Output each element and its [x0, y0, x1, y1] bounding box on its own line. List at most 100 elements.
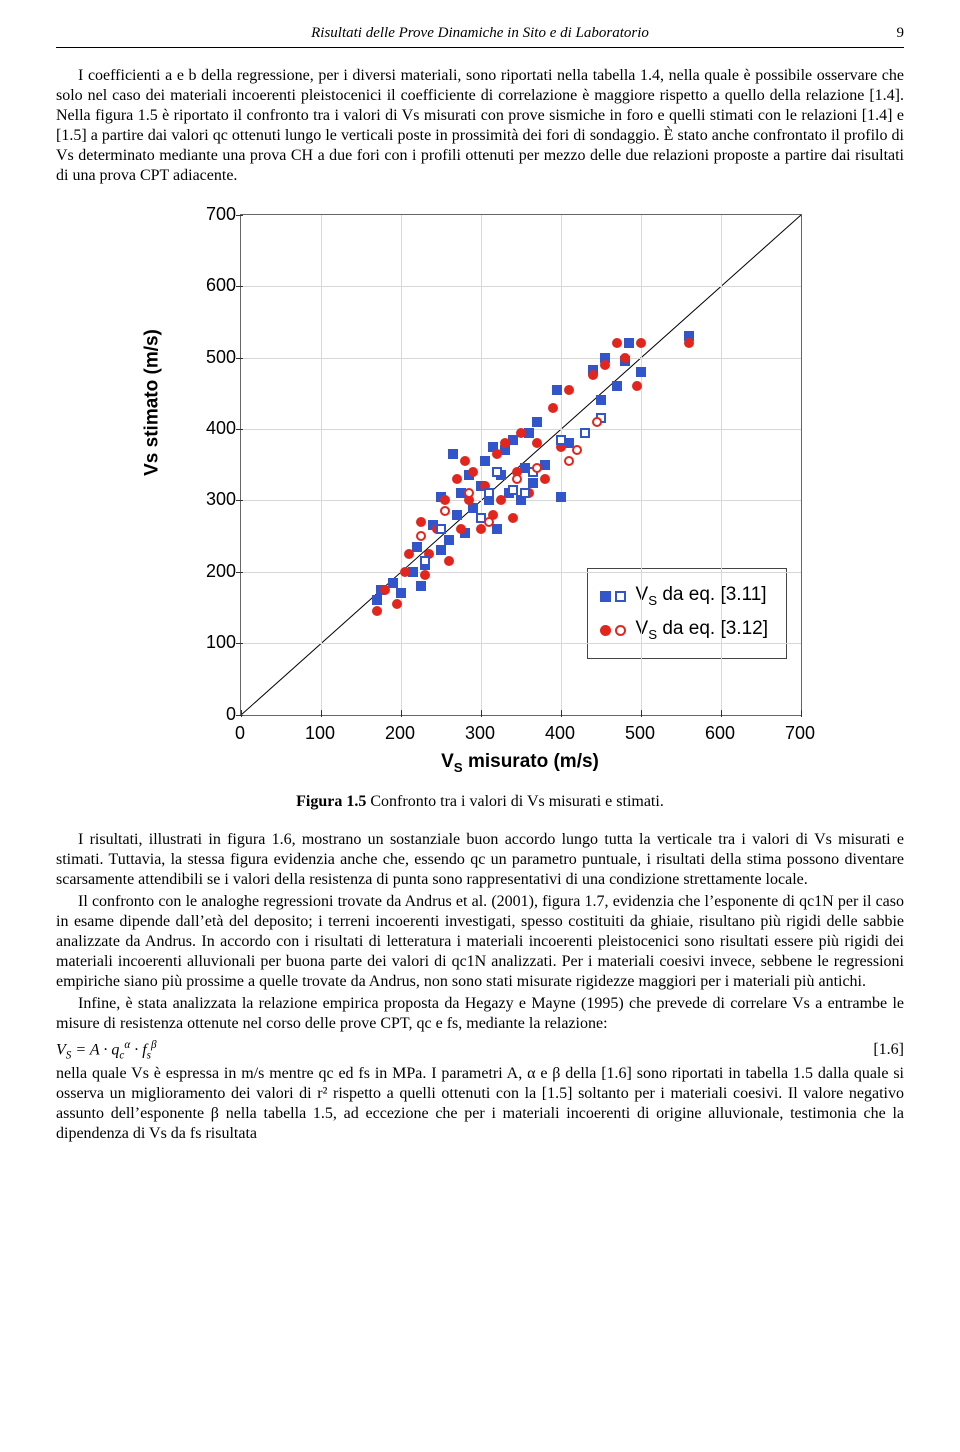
data-point [572, 445, 582, 455]
data-point [436, 545, 446, 555]
x-tick-label: 600 [705, 722, 735, 745]
equation-number: [1.6] [873, 1040, 904, 1060]
data-point [552, 385, 562, 395]
data-point [444, 535, 454, 545]
data-point [416, 581, 426, 591]
figure-1-5: Vs stimato (m/s) VS da eq. [3.11] VS da … [120, 204, 840, 784]
data-point [600, 360, 610, 370]
data-point [404, 549, 414, 559]
equation-body: VS = A · qcα · fsβ [56, 1038, 157, 1063]
y-tick-label: 500 [194, 345, 236, 368]
legend-label: VS da eq. [3.12] [636, 617, 768, 643]
square-open-icon [615, 591, 626, 602]
data-point [532, 463, 542, 473]
data-point [416, 531, 426, 541]
paragraph-2: I risultati, illustrati in figura 1.6, m… [56, 830, 904, 890]
square-fill-icon [600, 591, 611, 602]
equation: VS = A · qcα · fsβ [1.6] [56, 1036, 904, 1065]
data-point [484, 488, 494, 498]
data-point [444, 556, 454, 566]
y-axis-title: Vs stimato (m/s) [140, 329, 164, 476]
data-point [492, 467, 502, 477]
data-point [556, 435, 566, 445]
x-tick-label: 100 [305, 722, 335, 745]
data-point [400, 567, 410, 577]
data-point [468, 467, 478, 477]
data-point [452, 510, 462, 520]
data-point [564, 385, 574, 395]
running-header: Risultati delle Prove Dinamiche in Sito … [56, 24, 904, 48]
legend-item: VS da eq. [3.11] [600, 579, 768, 613]
data-point [392, 599, 402, 609]
data-point [420, 556, 430, 566]
x-tick-label: 700 [785, 722, 815, 745]
plot-area: VS da eq. [3.11] VS da eq. [3.12] [240, 214, 802, 716]
x-tick-label: 500 [625, 722, 655, 745]
y-tick-label: 600 [194, 274, 236, 297]
data-point [540, 474, 550, 484]
data-point [632, 381, 642, 391]
data-point [532, 438, 542, 448]
data-point [636, 338, 646, 348]
running-title: Risultati delle Prove Dinamiche in Sito … [311, 25, 649, 41]
data-point [440, 495, 450, 505]
y-tick-label: 700 [194, 203, 236, 226]
circle-open-icon [615, 625, 626, 636]
page-number: 9 [897, 24, 905, 43]
data-point [516, 428, 526, 438]
data-point [420, 570, 430, 580]
paragraph-4: Infine, è stata analizzata la relazione … [56, 994, 904, 1034]
data-point [528, 478, 538, 488]
y-tick-label: 200 [194, 560, 236, 583]
x-tick-label: 300 [465, 722, 495, 745]
data-point [496, 495, 506, 505]
data-point [636, 367, 646, 377]
data-point [492, 449, 502, 459]
data-point [388, 578, 398, 588]
paragraph-5: nella quale Vs è espressa in m/s mentre … [56, 1064, 904, 1144]
data-point [508, 513, 518, 523]
data-point [580, 428, 590, 438]
data-point [564, 456, 574, 466]
y-tick-label: 100 [194, 631, 236, 654]
data-point [452, 474, 462, 484]
data-point [612, 338, 622, 348]
data-point [460, 456, 470, 466]
y-tick-label: 300 [194, 488, 236, 511]
data-point [596, 395, 606, 405]
data-point [624, 338, 634, 348]
data-point [508, 485, 518, 495]
data-point [620, 353, 630, 363]
legend: VS da eq. [3.11] VS da eq. [3.12] [587, 568, 787, 659]
x-tick-label: 0 [235, 722, 245, 745]
data-point [556, 492, 566, 502]
data-point [500, 438, 510, 448]
x-axis-title: VS misurato (m/s) [240, 750, 800, 776]
data-point [436, 524, 446, 534]
data-point [484, 517, 494, 527]
legend-label: VS da eq. [3.11] [636, 583, 767, 609]
x-tick-label: 400 [545, 722, 575, 745]
figure-caption: Figura 1.5 Confronto tra i valori di Vs … [56, 792, 904, 812]
data-point [416, 517, 426, 527]
data-point [684, 338, 694, 348]
data-point [476, 524, 486, 534]
paragraph-1: I coefficienti a e b della regressione, … [56, 66, 904, 186]
data-point [532, 417, 542, 427]
data-point [492, 524, 502, 534]
data-point [464, 488, 474, 498]
data-point [372, 595, 382, 605]
data-point [612, 381, 622, 391]
data-point [548, 403, 558, 413]
x-tick-label: 200 [385, 722, 415, 745]
data-point [456, 524, 466, 534]
y-tick-label: 400 [194, 417, 236, 440]
circle-fill-icon [600, 625, 611, 636]
data-point [412, 542, 422, 552]
data-point [380, 585, 390, 595]
paragraph-3: Il confronto con le analoghe regressioni… [56, 892, 904, 992]
data-point [372, 606, 382, 616]
y-tick-label: 0 [194, 703, 236, 726]
data-point [396, 588, 406, 598]
data-point [440, 506, 450, 516]
